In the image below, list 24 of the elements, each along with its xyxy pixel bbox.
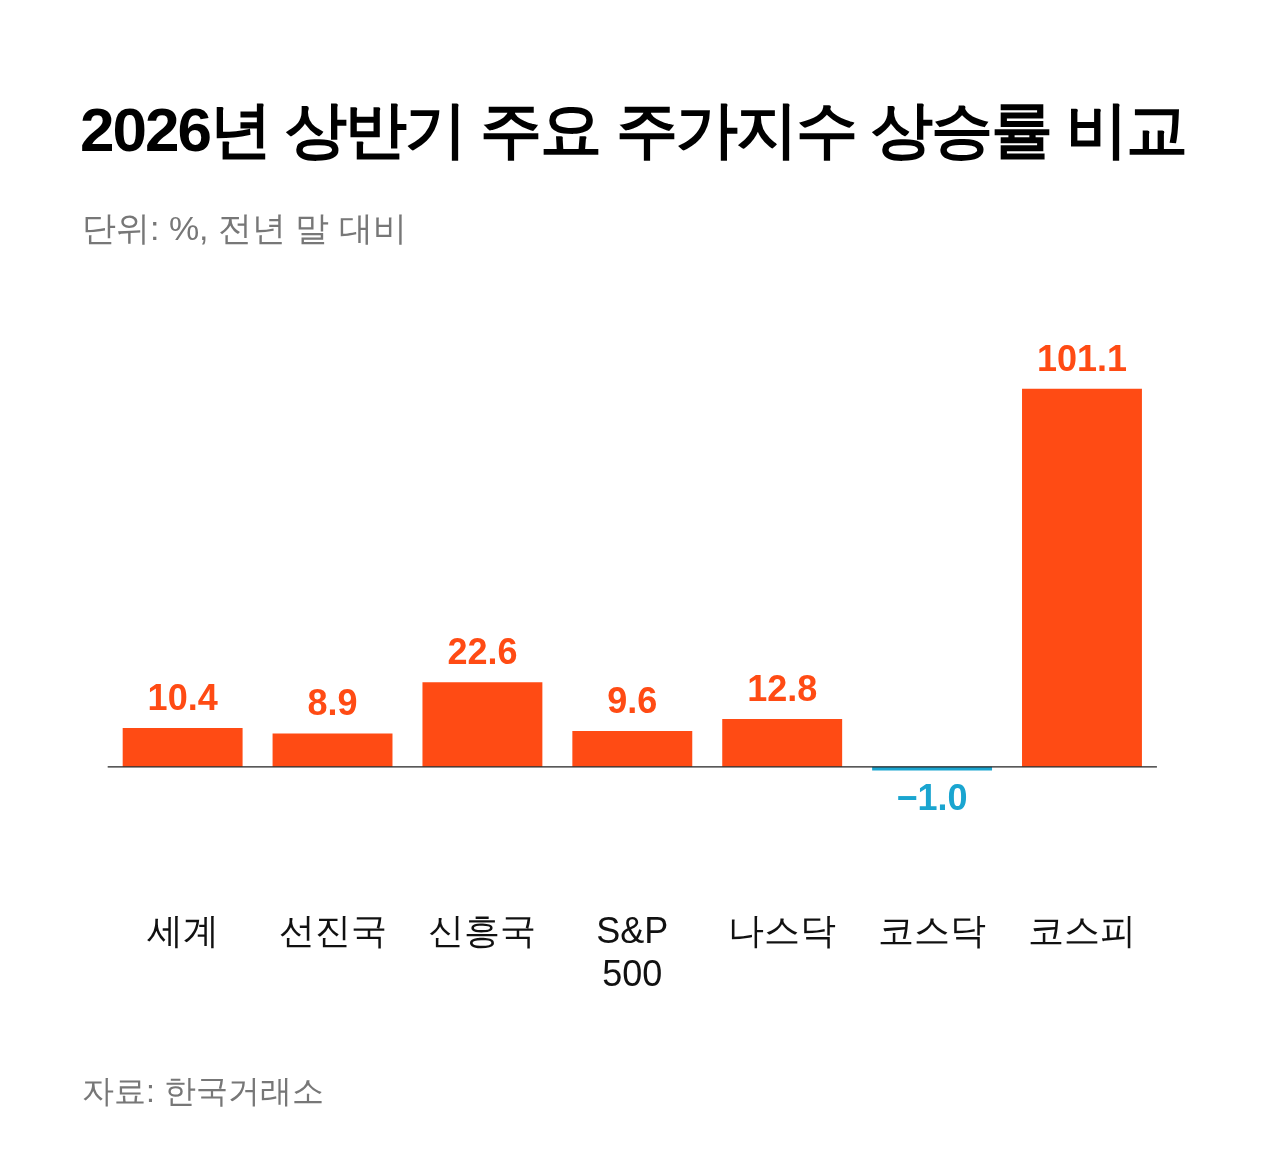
bar (422, 682, 543, 767)
data-label: 101.1 (1036, 337, 1128, 379)
bar (722, 718, 843, 767)
data-label: 9.6 (607, 679, 658, 721)
data-label: 10.4 (147, 676, 218, 718)
text: 자료: 한국거래소 (82, 1072, 324, 1111)
data-label: 12.8 (747, 667, 818, 709)
x-tick-label: 세계 (146, 910, 219, 952)
bar (1022, 388, 1142, 767)
bar (872, 766, 993, 771)
bar (122, 727, 243, 767)
bar (272, 733, 393, 767)
chart-subtitle: 단위: %, 전년 말 대비 (82, 208, 407, 249)
data-label: 22.6 (447, 631, 518, 673)
x-tick-label: 코스피 (1027, 910, 1136, 952)
x-tick-label: S&P 500 (596, 910, 669, 995)
data-label: 8.9 (307, 682, 358, 724)
bar (572, 730, 693, 767)
data-label: −1.0 (896, 777, 968, 819)
x-tick-label: 코스닥 (878, 910, 987, 952)
chart-title: 2026년 상반기 주요 주가지수 상승률 비교 (80, 94, 1187, 166)
x-tick-label: 선진국 (278, 910, 387, 952)
x-tick-label: 나스닥 (728, 910, 837, 952)
x-tick-label: 신흥국 (428, 910, 537, 952)
